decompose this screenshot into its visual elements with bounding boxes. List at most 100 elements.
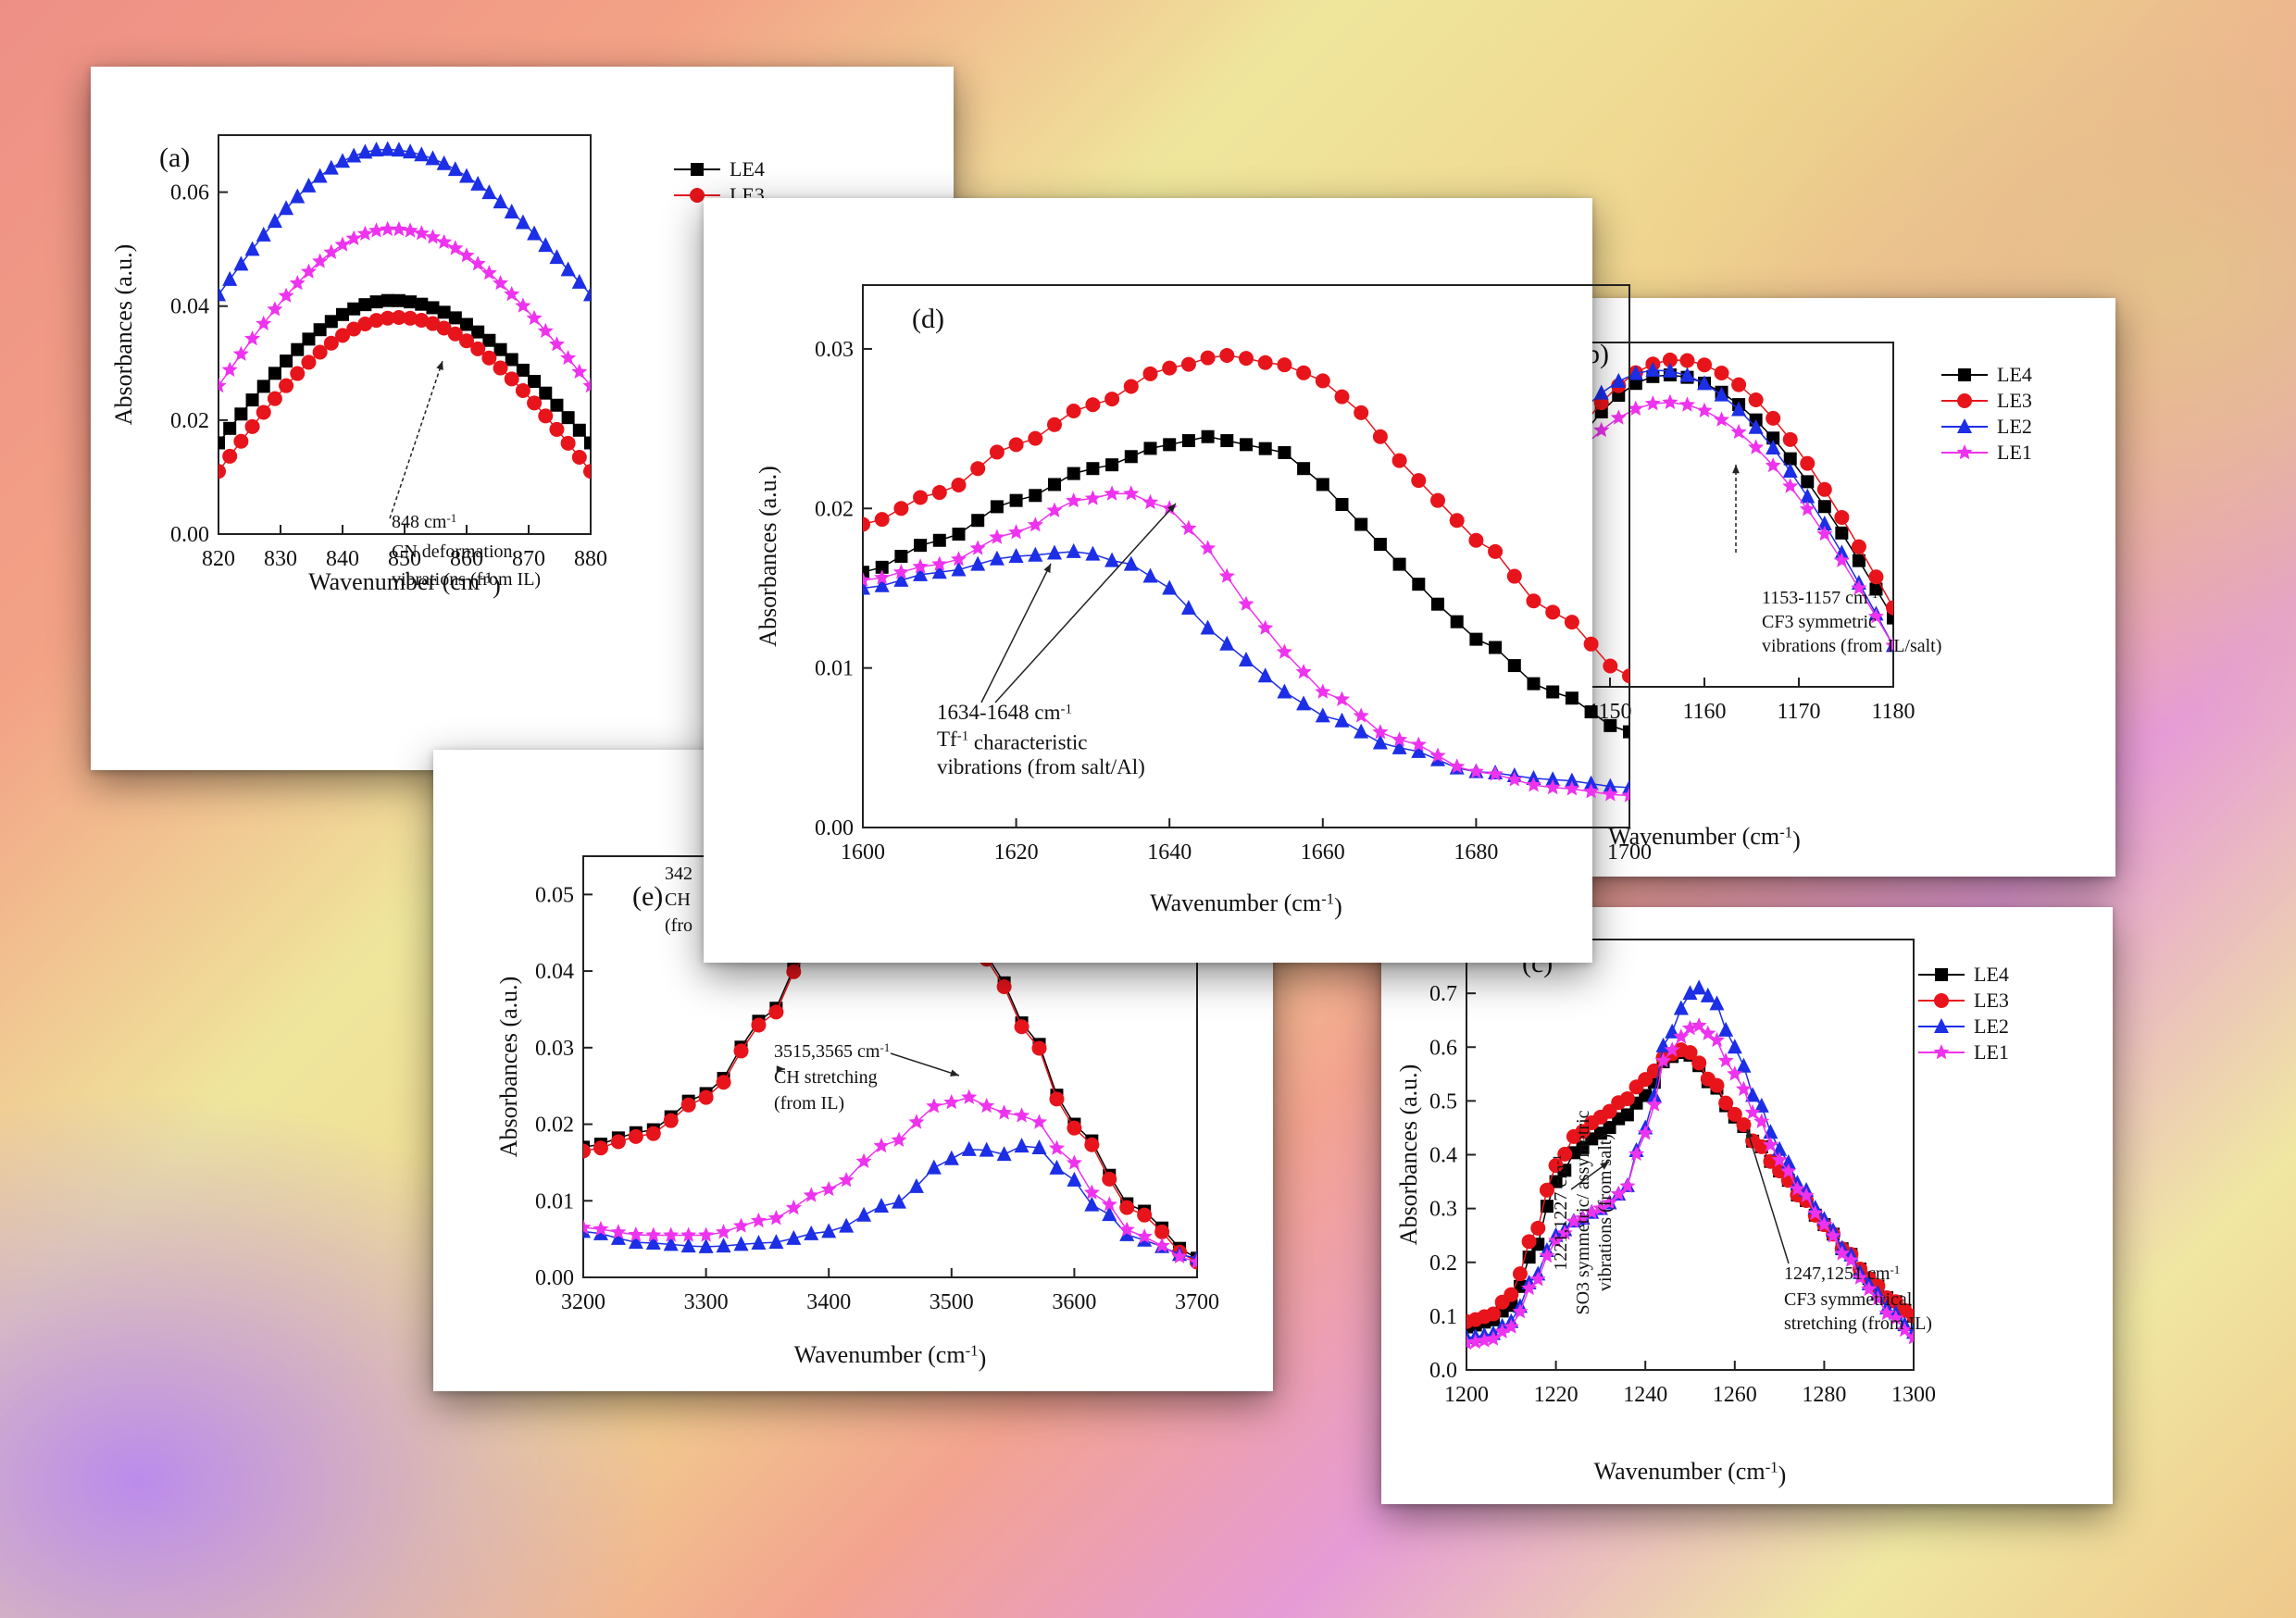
data-point-le3 xyxy=(368,313,384,329)
legend-marker xyxy=(1935,968,1948,981)
data-point-le3 xyxy=(493,360,508,376)
legend-entry: LE1 xyxy=(1974,1040,2009,1064)
legend-entry: LE4 xyxy=(1974,963,2009,986)
legend-marker xyxy=(1934,993,1949,1008)
data-point-le1 xyxy=(979,1097,995,1114)
data-point-le3 xyxy=(218,464,226,479)
data-point-le1 xyxy=(1544,778,1561,795)
y-tick-label: 0.03 xyxy=(535,1037,574,1061)
data-point-le2 xyxy=(1219,635,1235,651)
data-point-le2 xyxy=(913,566,929,581)
data-point-le2 xyxy=(1645,361,1661,377)
data-point-le1 xyxy=(1485,1330,1502,1346)
data-point-le1 xyxy=(1154,1237,1170,1253)
data-point-le1 xyxy=(1867,608,1884,624)
annotation-text: 1247,1251 cm-1 xyxy=(1784,1263,1900,1284)
data-point-le3 xyxy=(1530,1220,1546,1236)
series-le1 xyxy=(583,1089,1197,1269)
data-point-le1 xyxy=(1621,787,1629,803)
data-point-le3 xyxy=(1391,453,1407,468)
data-point-le4 xyxy=(437,305,451,319)
data-point-le3 xyxy=(1718,1095,1734,1111)
y-axis-label: Absorbances (a.u.) xyxy=(110,244,137,426)
data-point-le3 xyxy=(645,1126,661,1141)
data-point-le1 xyxy=(548,336,565,352)
data-point-le1 xyxy=(1681,1019,1699,1036)
x-tick-label: 820 xyxy=(202,547,235,571)
data-point-le1 xyxy=(1512,1303,1529,1319)
annotation-text: SO3 symmetric/ assymetric xyxy=(1573,1110,1593,1314)
data-point-le1 xyxy=(1637,1125,1653,1140)
data-point-le1 xyxy=(1602,1194,1618,1210)
data-point-le3 xyxy=(1834,509,1850,525)
legend-entry: LE3 xyxy=(1997,389,2032,412)
data-point-le3 xyxy=(1622,668,1629,684)
data-point-le3 xyxy=(1085,397,1101,413)
data-point-le2 xyxy=(989,550,1004,566)
data-point-le1 xyxy=(278,287,294,303)
data-point-le2 xyxy=(1031,1139,1047,1154)
legend-marker xyxy=(1957,418,1972,433)
legend-marker xyxy=(1933,1044,1950,1060)
data-point-le1 xyxy=(1295,664,1312,679)
y-axis-label: Absorbances (a.u.) xyxy=(755,466,781,647)
data-point-le3 xyxy=(733,1043,749,1059)
data-point-le3 xyxy=(610,1134,626,1150)
x-tick-label: 3700 xyxy=(1175,1290,1219,1314)
data-point-le1 xyxy=(1780,1163,1797,1178)
data-point-le2 xyxy=(1736,1057,1752,1073)
data-point-le4 xyxy=(381,293,394,307)
x-tick-label: 1640 xyxy=(1147,840,1192,865)
data-point-le2 xyxy=(751,1235,767,1251)
data-point-le4 xyxy=(218,436,225,450)
data-point-le3 xyxy=(1753,1139,1769,1154)
data-point-le3 xyxy=(515,382,530,398)
series-le1 xyxy=(863,485,1629,803)
data-point-le3 xyxy=(874,512,890,528)
data-point-le2 xyxy=(493,193,508,209)
x-axis-label: Wavenumber (cm-1) xyxy=(1594,1458,1787,1488)
data-point-le1 xyxy=(1644,395,1661,411)
y-tick-label: 0.02 xyxy=(535,1114,574,1138)
data-point-le4 xyxy=(584,436,591,450)
data-point-le1 xyxy=(645,1226,662,1242)
data-point-le1 xyxy=(1218,567,1235,583)
data-point-le3 xyxy=(931,485,947,501)
data-point-le4 xyxy=(493,342,507,356)
data-point-le4 xyxy=(863,566,869,579)
data-point-le3 xyxy=(1748,392,1764,408)
data-point-le2 xyxy=(874,1198,890,1214)
annotation-text: 342 xyxy=(665,864,693,884)
series-le4 xyxy=(218,293,591,450)
data-point-le3 xyxy=(470,341,486,356)
data-point-le2 xyxy=(1008,548,1024,563)
x-axis-label: Wavenumber (cm-1) xyxy=(308,568,501,599)
plot-frame xyxy=(862,284,1630,828)
legend-entry: LE4 xyxy=(730,157,765,180)
data-point-le2 xyxy=(312,168,328,183)
data-point-le1 xyxy=(424,229,441,244)
data-point-le1 xyxy=(1798,1187,1815,1203)
data-point-le2 xyxy=(279,200,294,216)
data-point-le3 xyxy=(1662,352,1678,367)
data-point-le2 xyxy=(1622,778,1629,794)
data-point-le3 xyxy=(1714,365,1729,380)
y-tick-label: 0.02 xyxy=(170,409,209,433)
data-point-le1 xyxy=(1816,1216,1832,1232)
data-point-le1 xyxy=(368,222,385,238)
data-point-le3 xyxy=(1526,593,1541,609)
data-point-le4 xyxy=(1549,1175,1563,1189)
data-point-le3 xyxy=(786,964,802,979)
data-point-le1 xyxy=(1727,1065,1743,1081)
x-tick-label: 1600 xyxy=(841,840,885,865)
annotation-text: CH xyxy=(665,890,691,910)
data-point-le1 xyxy=(1118,1221,1135,1237)
data-point-le3 xyxy=(1047,417,1062,432)
data-point-le2 xyxy=(1200,619,1216,635)
annotation-arrow xyxy=(389,360,443,519)
data-point-le4 xyxy=(404,295,418,309)
data-point-le1 xyxy=(1619,1177,1636,1193)
data-point-le1 xyxy=(1610,409,1627,425)
annotation-text: stretching (from IL) xyxy=(1784,1313,1932,1334)
data-point-le3 xyxy=(1257,355,1273,370)
